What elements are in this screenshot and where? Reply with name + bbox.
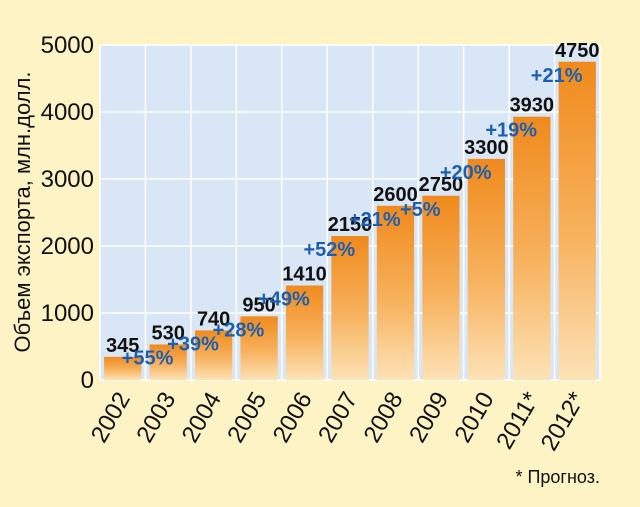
value-label: 3930 <box>510 95 555 117</box>
y-tick-label: 1000 <box>41 300 94 327</box>
value-label: 740 <box>197 308 230 330</box>
x-tick-label: 2005 <box>222 388 272 448</box>
value-label: 345 <box>106 335 139 357</box>
growth-label: +49% <box>258 289 310 311</box>
bar-2009 <box>422 195 460 380</box>
bar-2012 <box>558 61 596 380</box>
growth-label: +21% <box>349 209 401 231</box>
value-label: 530 <box>151 322 184 344</box>
x-tick-label: 2007 <box>313 388 363 448</box>
value-label: 3300 <box>464 137 509 159</box>
growth-label: +39% <box>167 333 219 355</box>
growth-label: +20% <box>440 162 492 184</box>
bar-2005 <box>240 316 278 380</box>
y-axis-label: Объем экспорта, млн.долл. <box>10 71 35 352</box>
growth-label: +5% <box>400 199 441 221</box>
x-tick-label: 2004 <box>177 388 227 448</box>
value-label: 2150 <box>328 214 373 236</box>
bar-2011 <box>513 116 551 380</box>
y-tick-label: 3000 <box>41 166 94 193</box>
growth-label: +52% <box>304 239 356 261</box>
bars <box>104 61 596 380</box>
x-tick-label: 2009 <box>404 388 454 448</box>
y-axis: 0 1000 2000 3000 4000 5000 <box>41 32 94 394</box>
y-tick-label: 0 <box>81 367 94 394</box>
bar-2010 <box>467 158 505 380</box>
x-axis: 2002200320042005200620072008200920102011… <box>86 388 591 456</box>
growth-label: +28% <box>213 319 265 341</box>
value-label: 950 <box>242 294 275 316</box>
value-label: 2600 <box>373 184 418 206</box>
bar-2008 <box>376 205 415 380</box>
bar-2006 <box>285 285 324 380</box>
value-label: 2750 <box>419 174 464 196</box>
data-labels: 345 530 +55% 740 +39% 950 +28% 1410 +49% 2150 +52%… <box>106 40 599 370</box>
y-tick-label: 2000 <box>41 233 94 260</box>
x-tick-label: 2002 <box>86 388 136 448</box>
x-tick-label: 2003 <box>131 388 181 448</box>
x-tick-label: 2006 <box>268 388 318 448</box>
x-tick-label: 2011* <box>491 388 545 454</box>
bar-2002 <box>104 356 142 380</box>
footnote: * Прогноз. <box>515 467 600 487</box>
value-label: 1410 <box>282 264 327 286</box>
bar-2007 <box>331 235 369 380</box>
bar-2004 <box>195 330 233 380</box>
growth-label: +19% <box>485 120 537 142</box>
x-tick-label: 2012* <box>536 388 591 456</box>
x-tick-label: 2008 <box>359 388 409 448</box>
y-tick-label: 4000 <box>41 99 94 126</box>
bar-2003 <box>149 344 187 380</box>
growth-label: +55% <box>122 347 174 369</box>
y-tick-label: 5000 <box>41 32 94 59</box>
growth-label: +21% <box>531 65 583 87</box>
value-label: 4750 <box>555 40 600 62</box>
